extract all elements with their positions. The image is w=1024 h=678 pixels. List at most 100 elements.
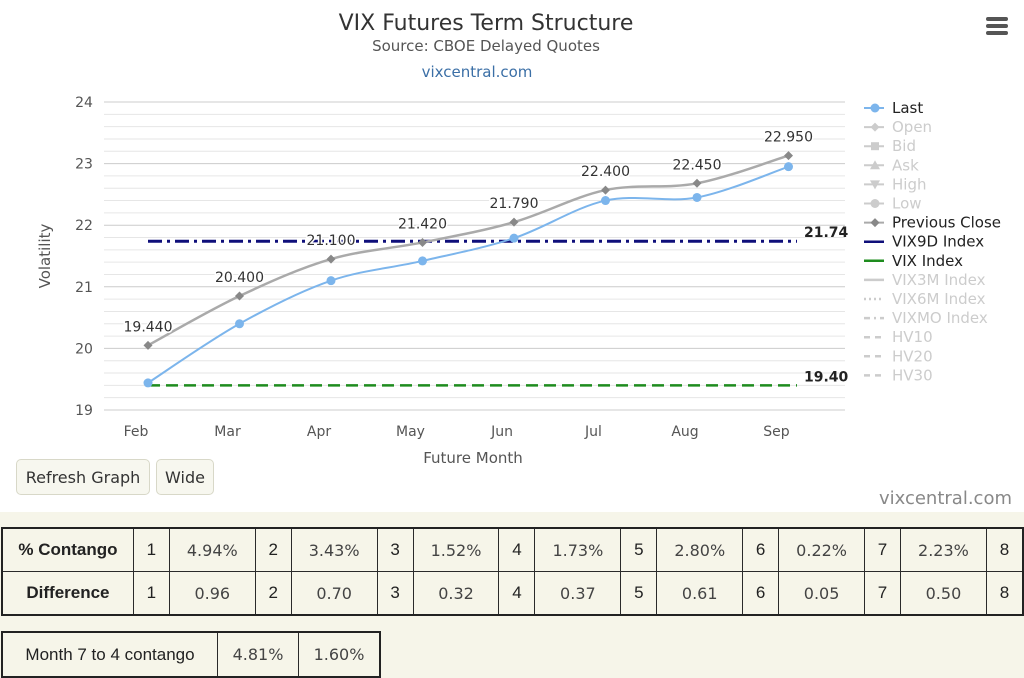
cell-value: 1.73% bbox=[534, 527, 622, 572]
y-tick-label: 22 bbox=[75, 218, 93, 234]
previous-close-point bbox=[692, 178, 702, 188]
month-number: 8 bbox=[985, 571, 1024, 616]
month-number: 2 bbox=[254, 571, 292, 616]
chart-link[interactable]: vixcentral.com bbox=[422, 63, 533, 81]
last-point bbox=[418, 256, 427, 266]
data-label: 22.450 bbox=[673, 157, 722, 173]
y-axis: 19 20 21 22 23 24 bbox=[75, 95, 93, 419]
table-row: % Contango 1 4.94% 2 3.43% 3 1.52% 4 1.7… bbox=[1, 527, 1024, 572]
legend-item-label[interactable]: VIX6M Index bbox=[892, 290, 986, 308]
cell-value: 0.05 bbox=[778, 571, 866, 616]
grid bbox=[104, 101, 845, 411]
previous-close-point bbox=[784, 151, 793, 161]
data-label: 19.440 bbox=[124, 319, 173, 335]
x-tick-label: Jul bbox=[584, 424, 602, 440]
legend-item-label[interactable]: VIX Index bbox=[892, 252, 963, 270]
cell-value: 0.96 bbox=[168, 571, 256, 616]
wide-button[interactable]: Wide bbox=[156, 459, 214, 495]
cell-value: 0.22% bbox=[778, 527, 866, 572]
cell-value: 1.52% bbox=[412, 527, 500, 572]
last-line bbox=[147, 165, 789, 384]
legend-item-label[interactable]: HV30 bbox=[892, 366, 933, 384]
last-point bbox=[692, 192, 702, 202]
vix9d-value-label: 21.74 bbox=[804, 225, 849, 241]
chart-subtitle: Source: CBOE Delayed Quotes bbox=[372, 37, 600, 55]
month-number: 5 bbox=[620, 527, 658, 572]
cell-value: 1.60% bbox=[298, 631, 381, 678]
month-number: 4 bbox=[498, 527, 536, 572]
last-point bbox=[601, 196, 610, 206]
x-tick-label: May bbox=[396, 424, 425, 440]
legend-item-label[interactable]: HV10 bbox=[892, 328, 933, 346]
data-label: 20.400 bbox=[215, 270, 264, 286]
legend-item-label[interactable]: Last bbox=[892, 99, 923, 117]
cell-value: 0.61 bbox=[656, 571, 744, 616]
legend-item-label[interactable]: Bid bbox=[892, 137, 916, 155]
plot-area: 21.74 19.40 19.440 20.400 21.100 21.420 21.790… bbox=[122, 128, 849, 388]
table-row: Difference 1 0.96 2 0.70 3 0.32 4 0.37 5… bbox=[1, 571, 1024, 616]
x-axis: Feb Mar Apr May Jun Jul Aug Sep bbox=[124, 424, 790, 440]
legend-item-label[interactable]: High bbox=[892, 175, 926, 193]
previous-close-point bbox=[143, 340, 153, 350]
data-label: 22.950 bbox=[764, 130, 813, 146]
credit-text[interactable]: vixcentral.com bbox=[878, 488, 1012, 509]
x-tick-label: Mar bbox=[214, 424, 241, 440]
x-tick-label: Aug bbox=[671, 424, 698, 440]
x-tick-label: Sep bbox=[763, 424, 790, 440]
legend-marker bbox=[870, 103, 880, 113]
y-tick-label: 21 bbox=[75, 280, 93, 296]
previous-close-point bbox=[235, 291, 244, 301]
refresh-graph-button[interactable]: Refresh Graph bbox=[16, 459, 150, 495]
legend-marker bbox=[871, 142, 879, 151]
last-point bbox=[143, 378, 153, 388]
x-tick-label: Jun bbox=[490, 424, 513, 440]
month-number: 6 bbox=[742, 571, 780, 616]
legend-item-label[interactable]: Open bbox=[892, 118, 932, 136]
chart-title: VIX Futures Term Structure bbox=[339, 11, 634, 36]
month-number: 1 bbox=[132, 571, 170, 616]
cell-value: 2.80% bbox=[656, 527, 744, 572]
contango-table: % Contango 1 4.94% 2 3.43% 3 1.52% 4 1.7… bbox=[1, 527, 1024, 616]
legend-item-label[interactable]: Ask bbox=[892, 156, 919, 174]
legend-item-label[interactable]: VIX3M Index bbox=[892, 271, 986, 289]
y-axis-title: Volatility bbox=[36, 223, 54, 288]
y-tick-label: 19 bbox=[75, 403, 93, 419]
data-label: 21.790 bbox=[490, 196, 539, 212]
data-label: 22.400 bbox=[581, 164, 630, 180]
last-point bbox=[509, 233, 519, 243]
term-structure-chart: VIX Futures Term Structure Source: CBOE … bbox=[36, 11, 1001, 467]
legend-item-label[interactable]: HV20 bbox=[892, 347, 933, 365]
legend-item-label[interactable]: VIXMO Index bbox=[892, 309, 988, 327]
cell-value: 4.81% bbox=[217, 631, 299, 678]
legend-item-label[interactable]: Previous Close bbox=[892, 214, 1001, 232]
legend-item-label[interactable]: Low bbox=[892, 195, 922, 213]
previous-close-point bbox=[509, 217, 519, 227]
cell-value: 3.43% bbox=[290, 527, 378, 572]
month-number: 6 bbox=[742, 527, 780, 572]
cell-value: 0.70 bbox=[290, 571, 378, 616]
cell-value: 2.23% bbox=[899, 527, 987, 572]
month-number: 8 bbox=[985, 527, 1024, 572]
month-number: 7 bbox=[864, 571, 901, 616]
legend-marker bbox=[870, 199, 880, 208]
chart-menu-icon[interactable] bbox=[980, 14, 1014, 42]
legend-marker bbox=[870, 160, 880, 170]
row-label: Month 7 to 4 contango bbox=[1, 631, 218, 678]
cell-value: 0.50 bbox=[899, 571, 987, 616]
month-number: 7 bbox=[864, 527, 901, 572]
y-tick-label: 24 bbox=[75, 95, 93, 111]
legend-marker bbox=[870, 122, 880, 132]
month-7-to-4-table: Month 7 to 4 contango 4.81% 1.60% bbox=[1, 631, 381, 678]
y-tick-label: 20 bbox=[75, 341, 93, 357]
cell-value: 0.32 bbox=[412, 571, 500, 616]
last-point bbox=[784, 162, 793, 172]
table-row: Month 7 to 4 contango 4.81% 1.60% bbox=[1, 631, 381, 678]
data-label: 21.100 bbox=[307, 233, 356, 249]
month-number: 2 bbox=[254, 527, 292, 572]
legend-item-label[interactable]: VIX9D Index bbox=[892, 233, 984, 251]
x-axis-title: Future Month bbox=[423, 449, 523, 467]
row-label: % Contango bbox=[1, 527, 134, 572]
previous-close-point bbox=[326, 254, 336, 264]
x-tick-label: Feb bbox=[124, 424, 149, 440]
vix-value-label: 19.40 bbox=[804, 369, 849, 385]
